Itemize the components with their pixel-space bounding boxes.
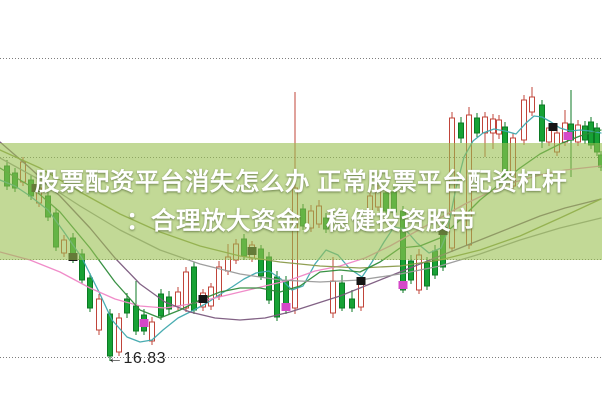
headline-band: 股票配资平台消失怎么办 正常股票平台配资杠杆 ：合理放大资金，稳健投资股市 [0,143,602,260]
low-price-annotation: ←16.83 [107,350,167,367]
headline-line-2: ：合理放大资金，稳健投资股市 [126,207,476,235]
headline-line-1: 股票配资平台消失怎么办 正常股票平台配资杠杆 [34,168,568,196]
